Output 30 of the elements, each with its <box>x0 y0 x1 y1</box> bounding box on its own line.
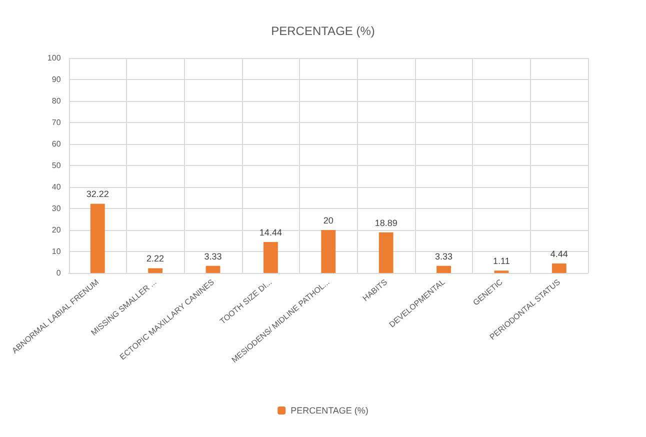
bar <box>378 232 394 273</box>
bar <box>552 263 566 273</box>
bar <box>436 266 451 273</box>
bar <box>321 230 336 273</box>
bar <box>148 268 163 273</box>
data-label: 3.33 <box>435 251 453 262</box>
y-tick-label: 80 <box>52 96 62 106</box>
y-tick-label: 50 <box>52 161 62 170</box>
data-label: 1.11 <box>493 256 510 266</box>
y-tick-label: 100 <box>47 54 62 62</box>
data-label: 18.89 <box>374 218 398 228</box>
data-label: 14.44 <box>259 227 282 238</box>
data-label: 20 <box>323 216 334 226</box>
y-tick-label: 60 <box>52 140 62 148</box>
bar <box>263 242 278 273</box>
bar <box>206 266 220 273</box>
y-tick-label: 40 <box>52 182 62 192</box>
y-tick-label: 0 <box>56 268 62 278</box>
y-tick-label: 30 <box>52 204 62 213</box>
bar <box>90 204 105 273</box>
y-tick-label: 20 <box>52 226 62 234</box>
data-label: 3.33 <box>204 251 222 262</box>
legend-label: PERCENTAGE (%) <box>290 406 368 416</box>
data-label: 2.22 <box>146 254 164 264</box>
y-tick-label: 90 <box>52 75 62 84</box>
chart-title: PERCENTAGE (%) <box>271 24 375 38</box>
y-tick-label: 70 <box>52 118 62 127</box>
data-label: 32.22 <box>86 189 109 200</box>
y-tick-label: 10 <box>52 247 62 256</box>
data-label: 4.44 <box>550 248 568 259</box>
